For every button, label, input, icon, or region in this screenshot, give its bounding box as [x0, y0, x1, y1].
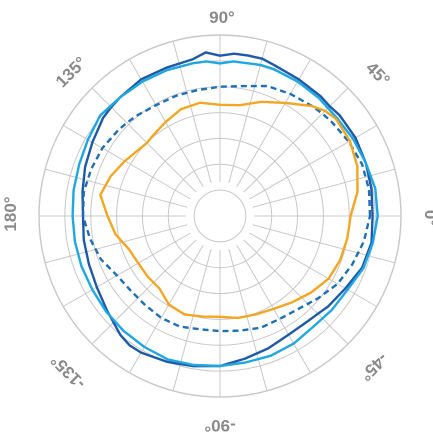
series-line-light-blue	[71, 60, 379, 368]
angle-label-minus-135: -135°	[47, 351, 89, 393]
grid-spoke-255	[172, 248, 212, 391]
grid-spoke-345	[252, 224, 395, 264]
grid-spoke-165	[45, 168, 188, 208]
grid-spoke-15	[252, 168, 395, 208]
grid-spoke-210	[62, 232, 191, 307]
grid-spoke-60	[236, 58, 311, 187]
grid-spoke-45	[243, 87, 349, 193]
angle-label-90: 90°	[209, 8, 235, 27]
angle-label-minus-90: -90°	[204, 416, 236, 435]
grid-spoke-240	[129, 245, 204, 374]
series-line-dark-blue	[81, 51, 374, 368]
polar-series-group	[71, 51, 379, 368]
angle-label-45: 45°	[362, 58, 394, 90]
grid-spoke-330	[249, 232, 378, 307]
series-line-orange	[99, 100, 359, 320]
angle-label-minus-45: -45°	[356, 349, 392, 385]
grid-spoke-195	[45, 224, 188, 264]
grid-spoke-105	[172, 41, 212, 184]
angle-label-180: 180°	[1, 196, 20, 231]
grid-spoke-285	[228, 248, 268, 391]
series-line-dashed-blue	[81, 84, 372, 333]
grid-spoke-225	[91, 239, 197, 345]
grid-ring-1	[193, 189, 247, 243]
grid-spoke-135	[91, 87, 197, 193]
angle-label-135: 135°	[52, 53, 90, 91]
grid-spoke-315	[243, 239, 349, 345]
polar-grid	[38, 34, 402, 398]
grid-spoke-150	[62, 125, 191, 200]
angle-label-0: 0°	[421, 210, 433, 226]
